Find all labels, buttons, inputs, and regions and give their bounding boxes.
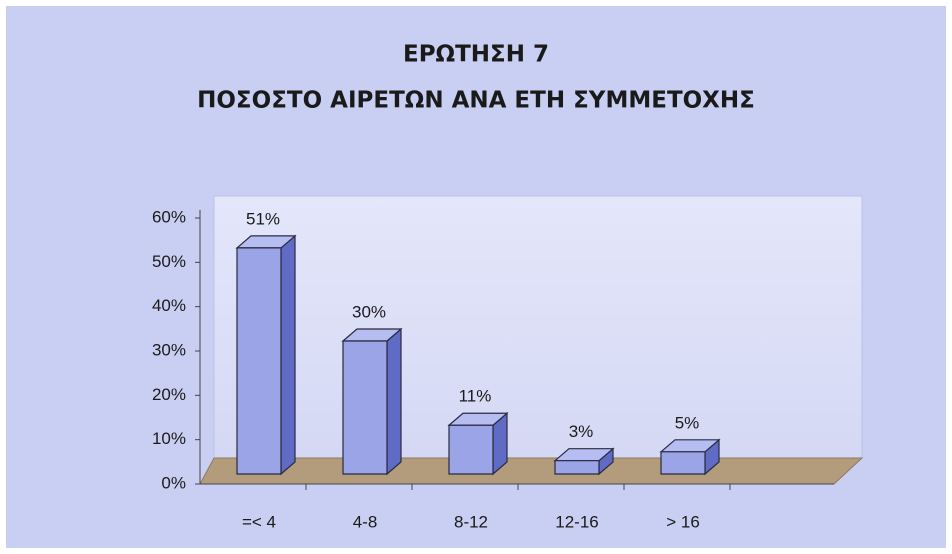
bar [553,447,615,476]
y-tick-label: 60% [152,207,186,226]
x-tick-label: 12-16 [555,512,598,531]
value-label: 30% [352,302,386,321]
y-tick-label: 20% [152,385,186,404]
floor [199,457,864,485]
chart-title: ΕΡΩΤΗΣΗ 7 [403,42,549,68]
chart-subtitle: ΠΟΣΟΣΤΟ ΑΙΡΕΤΩΝ ΑΝΑ ΕΤΗ ΣΥΜΜΕΤΟΧΗΣ [197,88,755,114]
bar [447,411,509,476]
value-label: 5% [675,413,700,432]
x-tick-label: 4-8 [353,512,378,531]
y-tick-label: 50% [152,252,186,271]
bar [235,234,297,476]
bar-side [280,234,296,476]
x-tick-label: > 16 [666,512,700,531]
y-tick-label: 30% [152,340,186,359]
value-label: 3% [569,422,594,441]
bar-front [236,247,282,475]
back-wall [213,195,863,459]
bar [341,327,403,476]
bar-front [660,451,706,475]
x-tick-label: 8-12 [454,512,488,531]
bar-front [342,340,388,475]
bar-side [386,327,402,476]
bar-front [448,424,494,475]
value-label: 51% [246,209,280,228]
y-tick-label: 40% [152,296,186,315]
y-tick-label: 0% [161,473,186,492]
x-tick-label: =< 4 [242,512,276,531]
value-label: 11% [459,387,492,406]
y-tick-label: 10% [152,429,186,448]
bar-front [554,460,600,475]
bar [659,438,721,476]
